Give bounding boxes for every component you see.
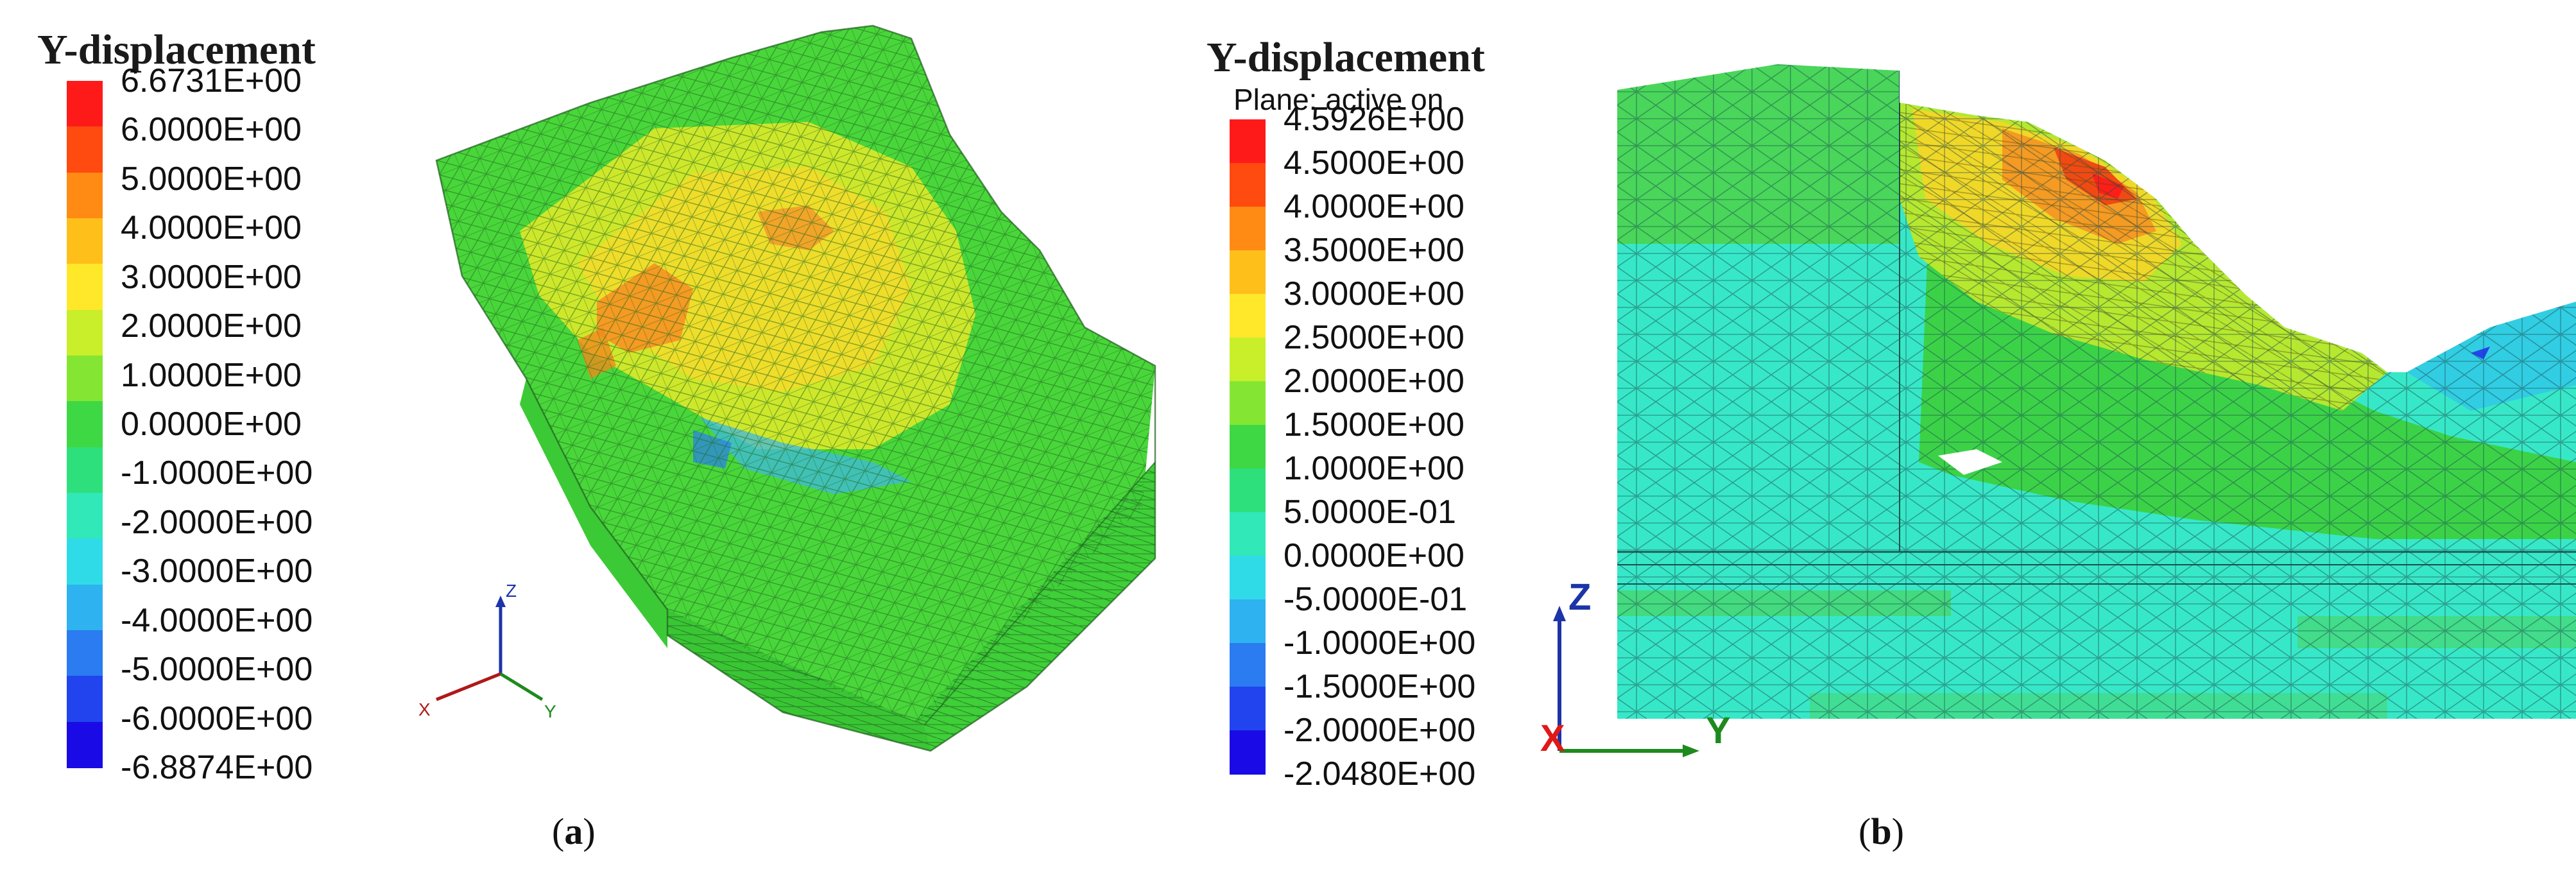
- legend-label: 4.0000E+00: [1284, 188, 1464, 225]
- colorbar-swatch: [1230, 512, 1266, 556]
- legend-label: 4.5000E+00: [1284, 144, 1464, 182]
- legend-label: -2.0480E+00: [1284, 755, 1476, 793]
- legend-label: -1.5000E+00: [1284, 668, 1476, 705]
- colorbar-swatch: [67, 721, 103, 768]
- legend-label: 2.5000E+00: [1284, 319, 1464, 356]
- legend-label: -2.0000E+00: [1284, 712, 1476, 749]
- legend-label: 2.0000E+00: [1284, 363, 1464, 400]
- colorbar-swatch: [1230, 381, 1266, 425]
- legend-label: 3.0000E+00: [1284, 275, 1464, 313]
- colorbar-swatch: [67, 584, 103, 631]
- colorbar-swatch: [67, 630, 103, 677]
- colorbar-swatch: [67, 81, 103, 128]
- colorbar-swatch: [67, 493, 103, 540]
- legend-label: -2.0000E+00: [121, 503, 313, 541]
- legend-label: 0.0000E+00: [121, 406, 302, 443]
- colorbar-swatch: [67, 218, 103, 265]
- legend-label: 3.5000E+00: [1284, 232, 1464, 269]
- legend-label: 4.5926E+00: [1284, 101, 1464, 138]
- legend-label: -4.0000E+00: [121, 601, 313, 639]
- colorbar-swatch: [1230, 338, 1266, 382]
- colorbar-swatch: [67, 447, 103, 494]
- colorbar-swatch: [67, 676, 103, 723]
- legend-label: 1.0000E+00: [121, 356, 302, 394]
- colorbar-swatch: [1230, 687, 1266, 731]
- colorbar-swatch: [67, 309, 103, 356]
- colorbar-a: [67, 81, 103, 768]
- caption-a: (a): [552, 811, 596, 852]
- colorbar-swatch: [67, 172, 103, 219]
- legend-title-a: Y-displacement: [37, 26, 316, 73]
- panel-a: Y-displacement 6.6731E+00 6.0000E+00 5.000…: [0, 0, 1219, 876]
- axis-y-label-b: Y: [1706, 710, 1731, 751]
- legend-label: 6.6731E+00: [121, 62, 302, 99]
- colorbar-b: [1230, 119, 1266, 775]
- colorbar-swatch: [1230, 425, 1266, 469]
- legend-label: -1.0000E+00: [121, 454, 313, 492]
- colorbar-swatch: [1230, 207, 1266, 251]
- colorbar-swatch: [1230, 730, 1266, 775]
- axis-z-label-b: Z: [1568, 576, 1591, 618]
- legend-label: 3.0000E+00: [121, 258, 302, 296]
- axis-triad-b: Z X Y: [1540, 576, 1731, 759]
- legend-label: -6.8874E+00: [121, 749, 313, 786]
- axis-y-label-a: Y: [544, 701, 556, 721]
- colorbar-swatch: [1230, 294, 1266, 338]
- legend-title-b: Y-displacement: [1206, 34, 1485, 81]
- legend-label: 6.0000E+00: [121, 111, 302, 149]
- colorbar-swatch: [1230, 556, 1266, 600]
- legend-label: 1.0000E+00: [1284, 450, 1464, 487]
- colorbar-swatch: [1230, 643, 1266, 687]
- colorbar-swatch: [1230, 119, 1266, 164]
- axis-z-label-a: Z: [506, 581, 517, 601]
- colorbar-swatch: [67, 538, 103, 585]
- legend-subtitle-b: Plane: active on: [1233, 83, 1444, 116]
- axis-x-label-a: X: [418, 700, 431, 719]
- caption-b: (b): [1859, 811, 1904, 852]
- cross-section-view-b: [1617, 51, 2576, 719]
- legend-label: -1.0000E+00: [1284, 624, 1476, 662]
- colorbar-swatch: [67, 356, 103, 402]
- axis-triad-a: Z X Y: [418, 581, 556, 721]
- colorbar-swatch: [1230, 599, 1266, 644]
- panel-b: Y-displacement Plane: active on 4.5926E+…: [1194, 0, 2576, 876]
- model-3d-view-a: [435, 24, 1156, 752]
- legend-label: 5.0000E+00: [121, 160, 302, 198]
- colorbar-swatch: [1230, 250, 1266, 295]
- colorbar-swatch: [67, 126, 103, 173]
- legend-label: 1.5000E+00: [1284, 406, 1464, 443]
- legend-label: -3.0000E+00: [121, 553, 313, 590]
- axis-x-label-b: X: [1540, 717, 1565, 759]
- legend-label: -6.0000E+00: [121, 700, 313, 737]
- colorbar-swatch: [1230, 163, 1266, 207]
- colorbar-swatch: [1230, 468, 1266, 513]
- legend-label: 4.0000E+00: [121, 209, 302, 247]
- legend-label: 2.0000E+00: [121, 307, 302, 345]
- colorbar-swatch: [67, 264, 103, 311]
- legend-label: 0.0000E+00: [1284, 537, 1464, 574]
- legend-label: -5.0000E-01: [1284, 581, 1468, 618]
- legend-label: -5.0000E+00: [121, 651, 313, 689]
- colorbar-swatch: [67, 401, 103, 448]
- legend-label: 5.0000E-01: [1284, 494, 1456, 531]
